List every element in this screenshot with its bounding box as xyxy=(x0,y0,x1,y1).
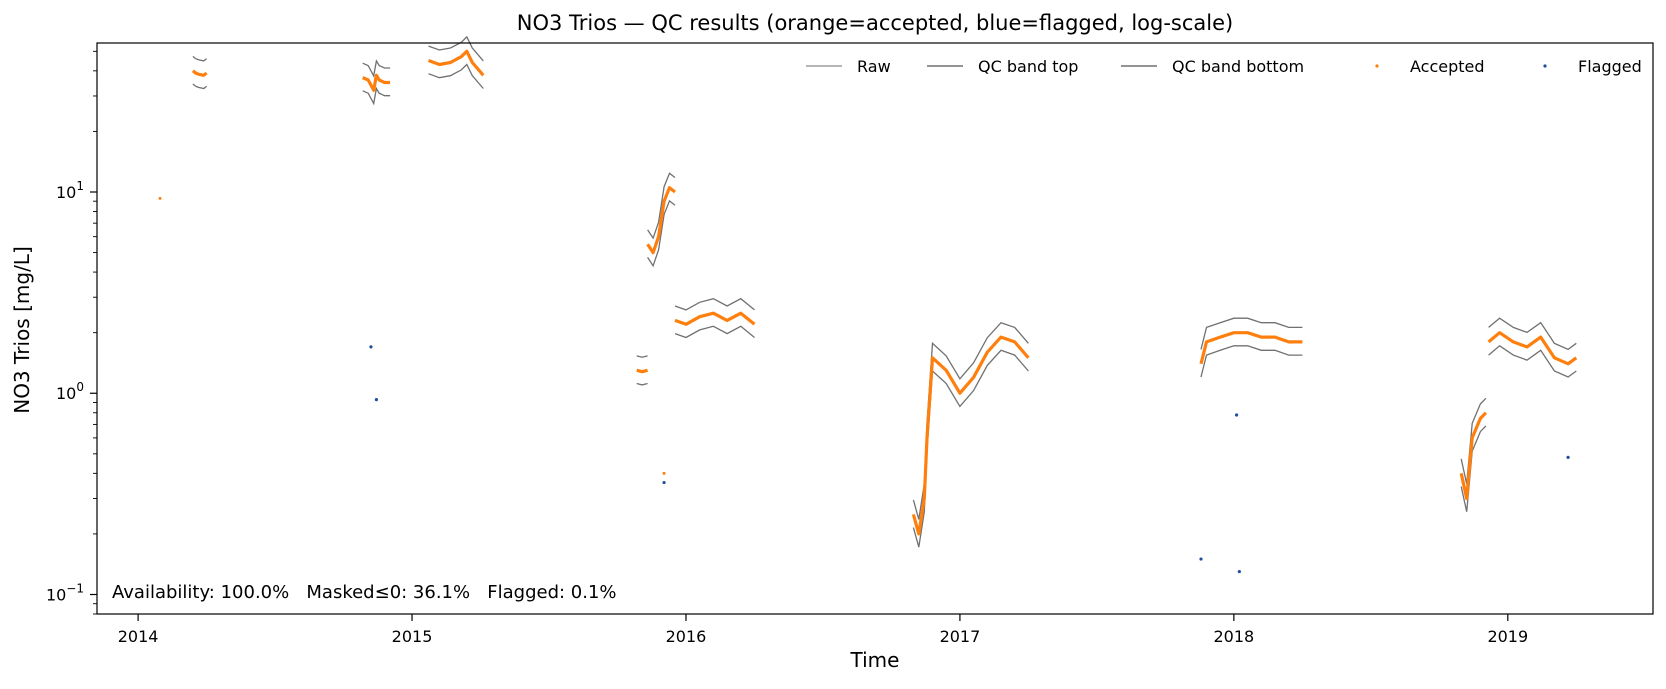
y-tick-label: 100 xyxy=(56,380,84,403)
accepted-series xyxy=(427,49,485,77)
legend-label: Accepted xyxy=(1410,57,1485,76)
qc-band-bottom xyxy=(428,63,484,89)
flagged-point xyxy=(1199,557,1203,561)
legend-swatch-dot xyxy=(1375,64,1379,68)
accepted-series xyxy=(1199,331,1303,365)
accepted-series xyxy=(362,73,391,92)
y-tick-label: 101 xyxy=(56,179,84,202)
legend-label: Flagged xyxy=(1578,57,1642,76)
qc-band-bottom xyxy=(636,382,648,386)
plot-frame xyxy=(96,42,1654,615)
qc-band-top xyxy=(1488,317,1577,351)
legend-swatch-dot xyxy=(1543,64,1547,68)
qc-band-bottom xyxy=(674,325,755,339)
x-tick-label: 2015 xyxy=(392,627,433,646)
y-tick-label: 10−1 xyxy=(46,581,84,604)
x-tick-label: 2018 xyxy=(1214,627,1255,646)
x-tick-label: 2017 xyxy=(940,627,981,646)
accepted-point xyxy=(662,471,666,475)
chart-title: NO3 Trios — QC results (orange=accepted,… xyxy=(517,11,1234,35)
qc-band-top xyxy=(1460,397,1487,485)
qc-band-top xyxy=(674,297,755,311)
flagged-point xyxy=(1235,413,1239,417)
flagged-point xyxy=(374,397,379,402)
qc-band-bottom xyxy=(647,199,676,268)
accepted-series xyxy=(1487,331,1578,366)
x-tick-label: 2016 xyxy=(666,627,707,646)
flagged-point xyxy=(369,345,373,349)
legend-label: QC band bottom xyxy=(1172,57,1304,76)
qc-band-bottom xyxy=(192,83,208,90)
accepted-series xyxy=(911,335,1030,536)
qc-band-top xyxy=(1200,317,1303,350)
qc-band-bottom xyxy=(362,86,391,106)
x-tick-label: 2019 xyxy=(1487,627,1528,646)
flagged-layer xyxy=(369,345,1570,574)
y-axis: 101 100 10−1 xyxy=(46,50,97,615)
qc-band-top xyxy=(636,355,648,358)
x-axis-label: Time xyxy=(850,648,900,672)
x-axis: 2014 2015 2016 2017 2018 2019 xyxy=(118,614,1528,646)
legend-label: QC band top xyxy=(978,57,1078,76)
legend: Raw QC band top QC band bottom Accepted Flag… xyxy=(806,57,1642,76)
y-axis-label: NO3 Trios [mg/L] xyxy=(10,246,34,414)
accepted-series xyxy=(191,69,208,77)
stats-annotation: Availability: 100.0% Masked≤0: 36.1% Fla… xyxy=(112,582,617,603)
qc-band-top xyxy=(647,172,676,240)
qc-band-bottom xyxy=(1488,344,1577,378)
accepted-layer xyxy=(158,49,1578,536)
accepted-series xyxy=(674,311,756,326)
qc-band-top xyxy=(362,59,391,78)
legend-label: Raw xyxy=(857,57,891,76)
qc-band-top xyxy=(428,35,484,62)
accepted-series xyxy=(646,186,676,255)
flagged-point xyxy=(1566,455,1570,459)
accepted-point xyxy=(158,196,162,200)
qc-band-top xyxy=(192,55,208,62)
plot-background xyxy=(97,43,1653,614)
accepted-series xyxy=(636,368,648,374)
x-tick-label: 2014 xyxy=(118,627,159,646)
flagged-point xyxy=(1237,569,1241,574)
flagged-point xyxy=(662,480,666,485)
qc-band-bottom xyxy=(1200,345,1303,378)
qc-band-bottom xyxy=(912,349,1029,548)
accepted-series xyxy=(1459,411,1488,501)
